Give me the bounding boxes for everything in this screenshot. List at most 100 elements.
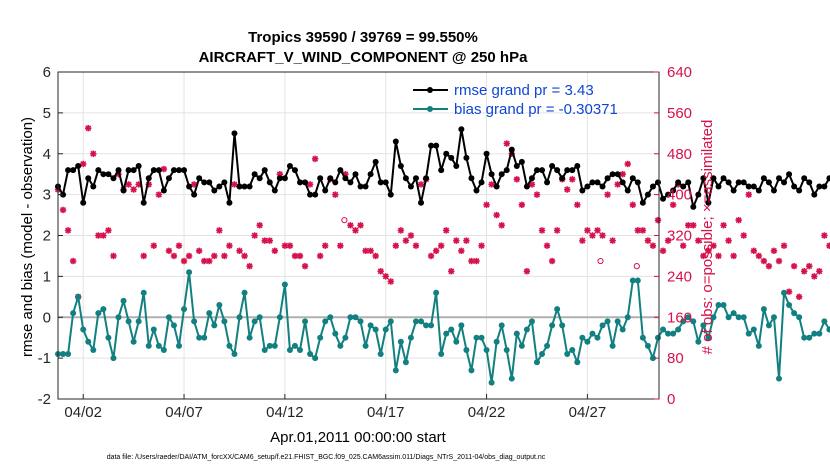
bias-point — [765, 322, 772, 329]
rmse-point — [508, 146, 515, 153]
left-axis-label: rmse and bias (model - observation) — [19, 117, 36, 357]
right-axis-label: # of obs: o=possible; ×=assimilated — [699, 120, 716, 355]
rmse-point — [574, 163, 581, 170]
bias-point — [196, 334, 203, 341]
obs-assimilated-marker — [639, 227, 647, 234]
bias-point — [826, 326, 830, 333]
bias-point — [160, 346, 167, 353]
asterisk-stroke — [685, 222, 692, 229]
bias-point — [539, 351, 546, 358]
rmse-point — [438, 167, 445, 174]
obs-assimilated-marker — [85, 125, 92, 132]
obs-assimilated-marker — [750, 247, 757, 255]
rmse-point — [206, 179, 213, 186]
rmse-point — [443, 150, 450, 157]
obs-assimilated-marker — [241, 252, 248, 260]
bias-series — [55, 269, 830, 386]
obs-assimilated-marker — [695, 237, 702, 244]
asterisk-stroke — [387, 278, 394, 285]
obs-assimilated-marker — [619, 170, 626, 178]
bias-point — [796, 314, 803, 321]
rmse-point — [428, 142, 435, 149]
rmse-point — [513, 163, 520, 170]
bias-point — [760, 306, 767, 313]
rmse-point — [297, 179, 304, 186]
bias-point — [523, 326, 530, 333]
rmse-point — [564, 167, 571, 174]
rmse-point — [649, 183, 656, 190]
rmse-point — [765, 179, 772, 186]
obs-assimilated-marker — [397, 227, 405, 234]
rmse-point — [367, 171, 374, 178]
obs-assimilated-marker — [236, 247, 243, 255]
left-axis: -2 -1 0 1 2 3 4 5 6 — [38, 64, 63, 408]
rmse-point — [402, 175, 409, 182]
asterisk-stroke — [226, 242, 233, 249]
asterisk-stroke — [801, 268, 808, 275]
asterisk-stroke — [377, 268, 384, 275]
asterisk-stroke — [796, 293, 803, 300]
obs-possible-marker — [633, 263, 640, 270]
bias-point — [680, 318, 687, 325]
obs-assimilated-marker — [629, 201, 636, 209]
obs-assimilated-marker — [463, 237, 470, 244]
left-tick-label: 4 — [43, 146, 51, 163]
bias-point — [644, 342, 651, 349]
asterisk-stroke — [503, 140, 510, 147]
bias-point — [90, 346, 97, 353]
right-tick-label: 560 — [667, 105, 692, 122]
obs-assimilated-marker — [417, 181, 425, 188]
bias-point — [443, 330, 450, 337]
obs-assimilated-marker — [286, 242, 294, 249]
x-tick-label: 04/12 — [266, 404, 304, 421]
bias-point — [438, 351, 445, 358]
asterisk-stroke — [95, 232, 102, 239]
right-tick-label: 640 — [667, 64, 692, 81]
rmse-point — [236, 183, 243, 190]
right-tick-label: 480 — [667, 146, 692, 163]
asterisk-stroke — [443, 227, 450, 234]
rmse-point — [332, 179, 339, 186]
rmse-point — [291, 167, 298, 174]
bias-point — [503, 346, 510, 353]
rmse-point — [322, 187, 329, 194]
asterisk-stroke — [498, 222, 505, 229]
asterisk-stroke — [176, 242, 182, 249]
bias-point — [251, 318, 258, 325]
bias-point — [654, 334, 661, 341]
bias-point — [60, 351, 67, 358]
obs-assimilated-marker — [720, 222, 727, 229]
rmse-point — [100, 171, 107, 178]
rmse-point — [352, 171, 359, 178]
bias-point — [140, 289, 147, 296]
rmse-point — [493, 183, 500, 190]
rmse-point — [584, 183, 591, 190]
bias-point — [342, 334, 349, 341]
rmse-point — [639, 199, 646, 206]
x-axis-label: Apr.01,2011 00:00:00 start — [270, 429, 447, 446]
bias-point — [206, 310, 213, 317]
bias-point — [317, 334, 324, 341]
rmse-point — [826, 175, 830, 182]
bias-point — [624, 314, 631, 321]
left-tick-label: 1 — [43, 268, 51, 285]
bias-point — [801, 334, 808, 341]
bias-point — [670, 330, 677, 337]
rmse-point — [614, 171, 621, 178]
rmse-point — [266, 179, 273, 186]
asterisk-stroke — [604, 191, 611, 198]
rmse-point — [110, 175, 117, 182]
obs-assimilated-marker — [528, 181, 536, 188]
asterisk-stroke — [478, 242, 485, 249]
bias-point — [70, 310, 77, 317]
asterisk-stroke — [292, 252, 298, 259]
asterisk-stroke — [584, 227, 591, 234]
rmse-point — [624, 187, 631, 194]
x-tick-label: 04/22 — [468, 404, 506, 421]
asterisk-stroke — [760, 258, 767, 265]
asterisk-stroke — [271, 247, 278, 254]
asterisk-stroke — [740, 232, 747, 239]
obs-assimilated-marker — [216, 227, 223, 234]
asterisk-stroke — [695, 237, 702, 244]
obs-assimilated-marker — [231, 181, 238, 188]
